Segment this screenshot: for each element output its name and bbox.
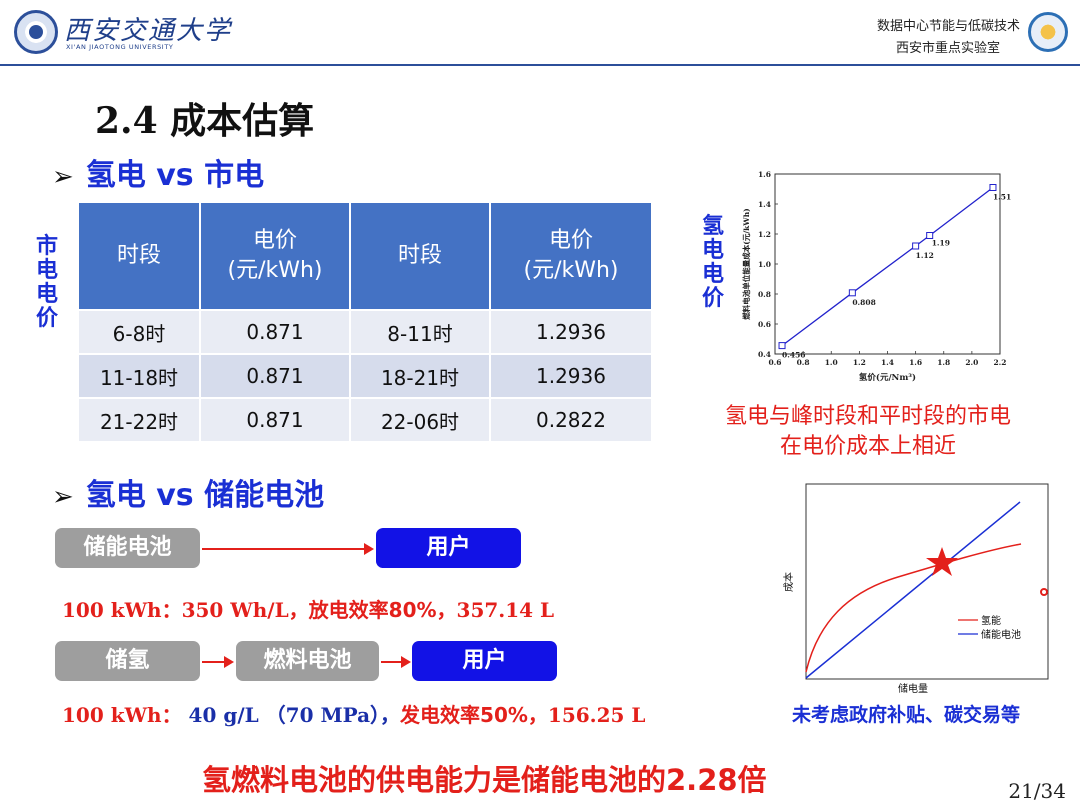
flow-box-h2-storage: 储氢: [55, 641, 200, 681]
lab-name-line1: 数据中心节能与低碳技术: [876, 19, 1020, 34]
x-axis-label: 氢价(元/Nm³): [859, 372, 916, 383]
data-point: [778, 342, 786, 350]
cost-vs-capacity-chart: 氢能 储能电池 储电量 成本: [782, 483, 1049, 695]
x-tick-label: 2.2: [993, 358, 1006, 367]
table-header-row: 时段 电价 (元/kWh) 时段 电价 (元/kWh): [77, 201, 653, 311]
header-price-2: 电价 (元/kWh): [489, 201, 653, 311]
flow-arrow-icon: [202, 543, 374, 555]
table-row: 21-22时 0.871 22-06时 0.2822: [77, 397, 653, 443]
table-row: 11-18时 0.871 18-21时 1.2936: [77, 353, 653, 399]
x-axis-label: 储电量: [898, 682, 928, 695]
bullet-arrow-icon: ➢: [52, 482, 74, 512]
slide-title: 2.4 成本估算: [95, 100, 315, 142]
flow-arrow-icon: [381, 656, 411, 668]
university-name-cn: 西安交通大学: [64, 16, 233, 46]
x-tick-label: 0.6: [768, 358, 781, 367]
cursor-dot-icon: [1040, 588, 1048, 596]
y-tick-label: 1.4: [758, 200, 771, 209]
flow-box-fuel-cell: 燃料电池: [236, 641, 379, 681]
x-tick-label: 1.8: [937, 358, 950, 367]
data-label: 1.51: [993, 193, 1011, 202]
data-point: [848, 289, 856, 297]
table-cell: 1.2936: [489, 353, 653, 399]
hydrogen-cost-curve: [805, 543, 1022, 673]
x-tick-label: 2.0: [965, 358, 978, 367]
table-cell: 21-22时: [77, 397, 201, 443]
bullet-arrow-icon: ➢: [52, 162, 74, 192]
x-tick-label: 1.6: [909, 358, 922, 367]
intersection-star-icon: [926, 547, 958, 576]
plot-frame: [774, 173, 1001, 355]
battery-cost-line: [805, 501, 1021, 679]
x-tick-label: 1.4: [881, 358, 894, 367]
data-label: 1.19: [932, 239, 950, 248]
disclaimer-note: 未考虑政府补贴、碳交易等: [792, 704, 1021, 726]
lab-seal-icon: [1028, 12, 1068, 52]
flow-box-user-2: 用户: [412, 641, 557, 681]
hydrogen-calc-line: 100 kWh： 40 g/L （70 MPa），发电效率50%，156.25 …: [62, 703, 646, 727]
data-label: 1.12: [916, 251, 934, 260]
table-cell: 0.871: [199, 397, 351, 443]
section-hydrogen-vs-battery: ➢ 氢电 vs 储能电池: [52, 470, 324, 514]
table-row: 6-8时 0.871 8-11时 1.2936: [77, 309, 653, 355]
plot-frame: [805, 483, 1049, 680]
comparison-note-line2: 在电价成本上相近: [779, 434, 956, 459]
legend-battery: 储能电池: [981, 628, 1021, 641]
y-tick-label: 0.8: [758, 290, 771, 299]
table-cell: 6-8时: [77, 309, 201, 355]
grid-price-side-label: 市电电价: [35, 234, 58, 331]
header-period-2: 时段: [349, 201, 491, 311]
flow-arrow-icon: [202, 656, 234, 668]
grid-price-table: 时段 电价 (元/kWh) 时段 电价 (元/kWh) 6-8时 0.871 8-1…: [77, 201, 653, 443]
table-cell: 1.2936: [489, 309, 653, 355]
y-tick-label: 1.0: [758, 260, 771, 269]
legend-hydrogen: 氢能: [981, 614, 1001, 627]
table-cell: 8-11时: [349, 309, 491, 355]
table-cell: 22-06时: [349, 397, 491, 443]
lab-name-line2: 西安市重点实验室: [895, 41, 1000, 56]
hydrogen-price-side-label: 氢电电价: [701, 214, 724, 311]
comparison-note-line1: 氢电与峰时段和平时段的市电: [724, 404, 1011, 429]
hydrogen-cost-line-chart: 0.6 0.8 1.0 1.2 1.4 1.6 1.8 2.0 2.20.40.60.81.01…: [741, 170, 1011, 383]
university-name-en: XI'AN JIAOTONG UNIVERSITY: [66, 43, 174, 51]
y-tick-label: 1.6: [758, 170, 771, 179]
data-label: 0.808: [852, 298, 876, 307]
table-cell: 0.2822: [489, 397, 653, 443]
section-hydrogen-vs-grid: ➢ 氢电 vs 市电: [52, 150, 264, 194]
header-price-1: 电价 (元/kWh): [199, 201, 351, 311]
data-point: [926, 232, 934, 239]
y-tick-label: 0.4: [758, 350, 771, 359]
flow-box-user: 用户: [376, 528, 521, 568]
section-label: 氢电 vs 储能电池: [85, 478, 325, 513]
battery-calc-line: 100 kWh：350 Wh/L，放电效率80%，357.14 L: [62, 598, 555, 622]
table-cell: 18-21时: [349, 353, 491, 399]
y-axis-label: 成本: [782, 572, 795, 592]
conclusion-text: 氢燃料电池的供电能力是储能电池的2.28倍: [202, 763, 767, 797]
table-cell: 0.871: [199, 309, 351, 355]
table-cell: 11-18时: [77, 353, 201, 399]
data-point: [912, 242, 920, 250]
header-period-1: 时段: [77, 201, 201, 311]
x-tick-label: 1.2: [853, 358, 866, 367]
header-divider: [0, 64, 1080, 66]
x-tick-label: 1.0: [825, 358, 838, 367]
comparison-note: 氢电与峰时段和平时段的市电 在电价成本上相近: [692, 402, 1044, 462]
page-number: 21/34: [1008, 779, 1066, 803]
university-seal-icon: [14, 10, 58, 54]
y-axis-label: 燃料电池单位能量成本(元/kWh): [741, 208, 751, 319]
data-point: [989, 184, 997, 191]
x-tick-label: 0.8: [797, 358, 810, 367]
y-tick-label: 0.6: [758, 320, 771, 329]
data-label: 0.456: [782, 351, 806, 360]
section-label: 氢电 vs 市电: [85, 158, 265, 193]
table-cell: 0.871: [199, 353, 351, 399]
y-tick-label: 1.2: [758, 230, 771, 239]
flow-box-battery: 储能电池: [55, 528, 200, 568]
slide-header: 西安交通大学 XI'AN JIAOTONG UNIVERSITY 数据中心节能与…: [0, 0, 1080, 64]
